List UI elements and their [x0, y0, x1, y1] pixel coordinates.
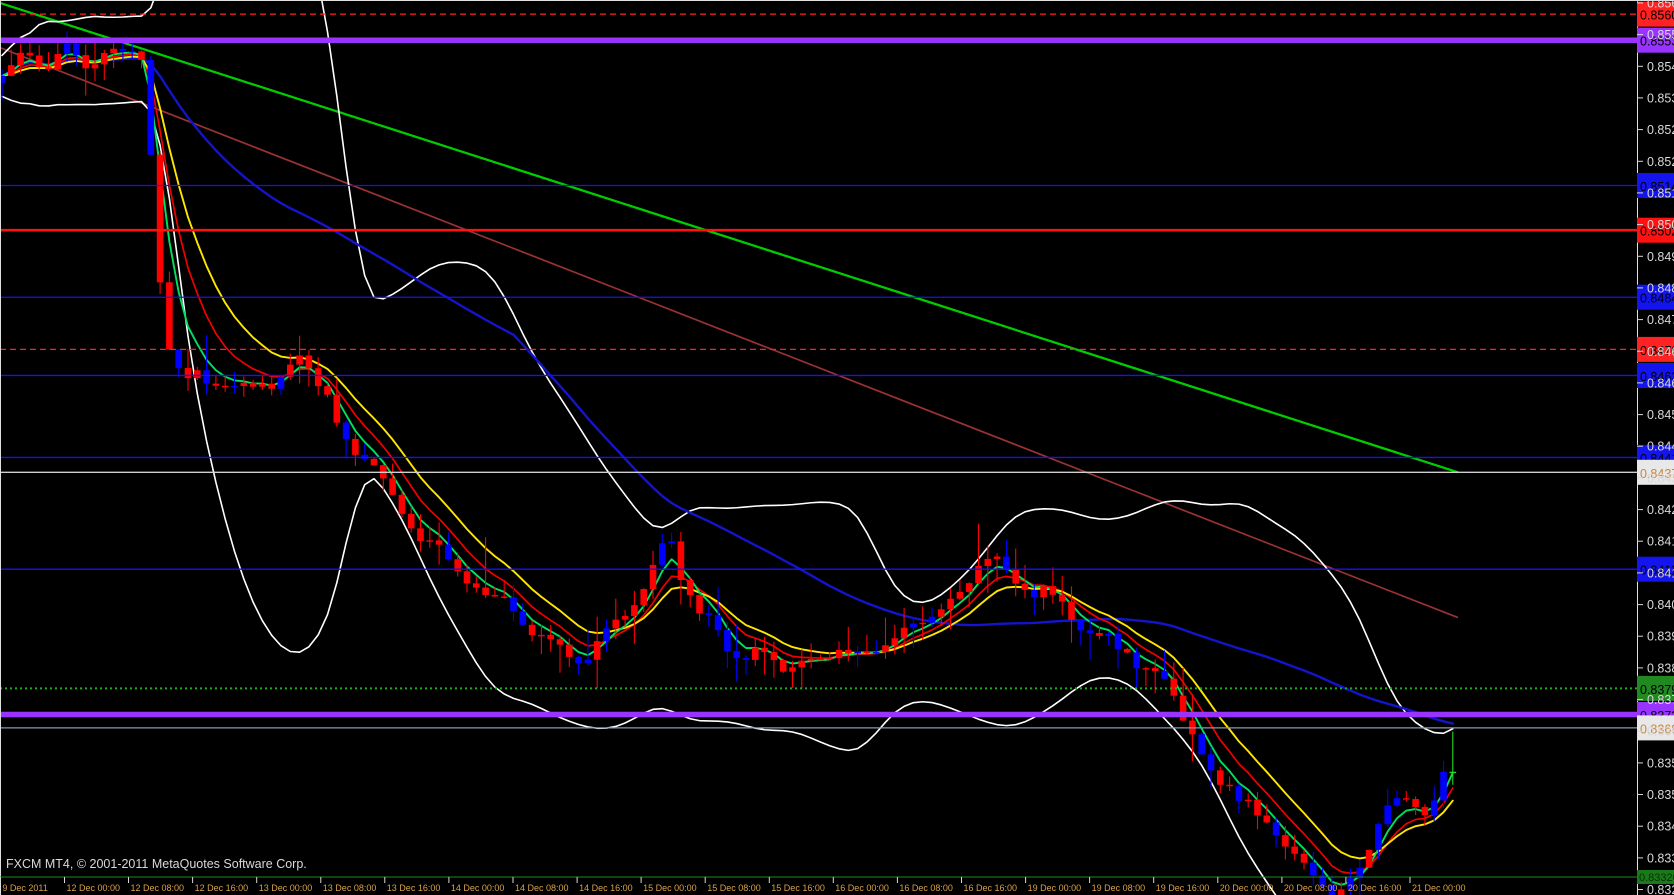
- svg-text:13 Dec 08:00: 13 Dec 08:00: [323, 883, 377, 893]
- svg-text:13 Dec 00:00: 13 Dec 00:00: [259, 883, 313, 893]
- svg-text:16 Dec 00:00: 16 Dec 00:00: [835, 883, 889, 893]
- svg-text:0.84780: 0.84780: [1647, 313, 1674, 327]
- svg-text:0.83930: 0.83930: [1647, 630, 1674, 644]
- svg-text:0.83590: 0.83590: [1647, 756, 1674, 770]
- svg-text:0.85375: 0.85375: [1647, 91, 1674, 105]
- svg-text:FXCM MT4, © 2001-2011 MetaQuot: FXCM MT4, © 2001-2011 MetaQuotes Softwar…: [6, 857, 307, 871]
- svg-text:20 Dec 16:00: 20 Dec 16:00: [1348, 883, 1402, 893]
- svg-text:0.84100: 0.84100: [1647, 566, 1674, 580]
- svg-text:0.85205: 0.85205: [1647, 155, 1674, 169]
- svg-text:0.83505: 0.83505: [1647, 788, 1674, 802]
- svg-text:0.84015: 0.84015: [1647, 598, 1674, 612]
- svg-text:16 Dec 08:00: 16 Dec 08:00: [899, 883, 953, 893]
- svg-text:20 Dec 08:00: 20 Dec 08:00: [1284, 883, 1338, 893]
- svg-text:0.84185: 0.84185: [1647, 535, 1674, 549]
- svg-text:0.84270: 0.84270: [1647, 503, 1674, 517]
- svg-text:0.84355: 0.84355: [1647, 471, 1674, 485]
- svg-text:0.83760: 0.83760: [1647, 693, 1674, 707]
- svg-text:0.85120: 0.85120: [1647, 186, 1674, 200]
- svg-text:19 Dec 08:00: 19 Dec 08:00: [1092, 883, 1146, 893]
- svg-text:0.85545: 0.85545: [1647, 28, 1674, 42]
- svg-text:0.83250: 0.83250: [1647, 883, 1674, 895]
- svg-text:0.83420: 0.83420: [1647, 820, 1674, 834]
- svg-text:13 Dec 16:00: 13 Dec 16:00: [387, 883, 441, 893]
- svg-text:0.85290: 0.85290: [1647, 123, 1674, 137]
- svg-text:20 Dec 00:00: 20 Dec 00:00: [1220, 883, 1274, 893]
- svg-text:0.84525: 0.84525: [1647, 408, 1674, 422]
- svg-text:14 Dec 08:00: 14 Dec 08:00: [515, 883, 569, 893]
- svg-text:12 Dec 16:00: 12 Dec 16:00: [195, 883, 249, 893]
- svg-text:19 Dec 16:00: 19 Dec 16:00: [1156, 883, 1210, 893]
- svg-text:19 Dec 00:00: 19 Dec 00:00: [1028, 883, 1082, 893]
- svg-text:0.85460: 0.85460: [1647, 60, 1674, 74]
- svg-text:0.83675: 0.83675: [1647, 725, 1674, 739]
- svg-text:15 Dec 08:00: 15 Dec 08:00: [707, 883, 761, 893]
- svg-text:12 Dec 08:00: 12 Dec 08:00: [131, 883, 185, 893]
- svg-text:12 Dec 00:00: 12 Dec 00:00: [67, 883, 121, 893]
- svg-text:21 Dec 00:00: 21 Dec 00:00: [1412, 883, 1466, 893]
- svg-text:14 Dec 00:00: 14 Dec 00:00: [451, 883, 505, 893]
- svg-text:15 Dec 16:00: 15 Dec 16:00: [771, 883, 825, 893]
- svg-text:0.84610: 0.84610: [1647, 376, 1674, 390]
- svg-text:0.85630: 0.85630: [1647, 0, 1674, 10]
- svg-text:0.84865: 0.84865: [1647, 281, 1674, 295]
- svg-text:15 Dec 00:00: 15 Dec 00:00: [643, 883, 697, 893]
- svg-text:9 Dec 2011: 9 Dec 2011: [2, 883, 47, 893]
- svg-text:0.83335: 0.83335: [1647, 851, 1674, 865]
- svg-text:0.84950: 0.84950: [1647, 250, 1674, 264]
- svg-text:14 Dec 16:00: 14 Dec 16:00: [579, 883, 633, 893]
- svg-text:0.84695: 0.84695: [1647, 345, 1674, 359]
- svg-text:0.83845: 0.83845: [1647, 661, 1674, 675]
- svg-text:16 Dec 16:00: 16 Dec 16:00: [964, 883, 1018, 893]
- svg-text:0.84440: 0.84440: [1647, 440, 1674, 454]
- svg-text:0.85035: 0.85035: [1647, 218, 1674, 232]
- svg-text:0.85600: 0.85600: [1640, 9, 1674, 23]
